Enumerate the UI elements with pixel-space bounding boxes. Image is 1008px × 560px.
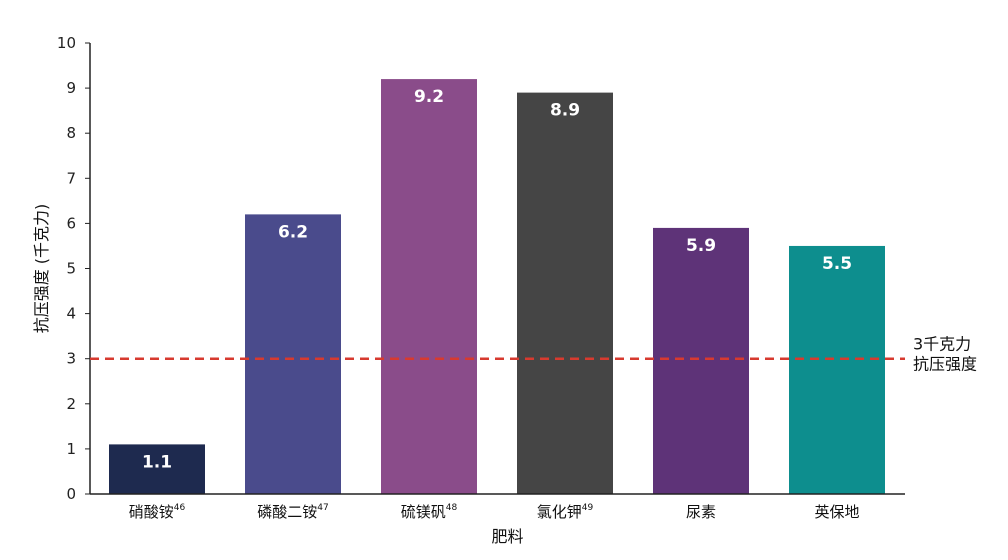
y-tick-label: 7 — [66, 169, 76, 187]
x-axis-category-labels: 硝酸铵46 磷酸二铵47 硫镁矾48 氯化钾49 尿素 英保地 — [129, 503, 860, 521]
x-category-label: 磷酸二铵47 — [257, 503, 328, 521]
x-category-label: 英保地 — [814, 503, 859, 521]
bar-value-label: 5.5 — [822, 254, 852, 274]
reference-line-label-line-1: 3千克力 — [913, 335, 971, 354]
y-tick-label: 6 — [66, 214, 76, 232]
bar-value-label: 5.9 — [686, 236, 716, 256]
y-tick-label: 10 — [57, 34, 76, 52]
bar-value-label: 6.2 — [278, 222, 308, 242]
x-category-superscript: 46 — [174, 503, 186, 513]
bar-value-label: 1.1 — [142, 452, 172, 472]
x-category-label: 尿素 — [686, 503, 716, 521]
bars: 1.1 6.2 9.2 8.9 5.9 5.5 — [109, 79, 885, 495]
y-tick-label: 5 — [66, 260, 76, 278]
x-category-superscript: 49 — [582, 503, 594, 513]
y-tick-label: 9 — [66, 79, 76, 97]
bar — [653, 227, 749, 494]
y-axis-ticks: 0 1 2 3 4 5 6 7 8 9 10 — [57, 34, 90, 503]
bar-value-label: 8.9 — [550, 101, 580, 121]
reference-line-label-line-2: 抗压强度 — [913, 355, 977, 374]
y-tick-label: 4 — [66, 305, 76, 323]
y-axis-title: 抗压强度 (千克力) — [32, 204, 51, 334]
x-category-label: 氯化钾49 — [537, 503, 594, 521]
bar — [109, 444, 205, 494]
x-category-label: 硝酸铵46 — [129, 503, 186, 521]
y-tick-label: 0 — [66, 485, 76, 503]
bar — [789, 245, 885, 494]
x-category-superscript: 47 — [317, 503, 328, 513]
y-tick-label: 8 — [66, 124, 76, 142]
x-axis-title: 肥料 — [491, 527, 523, 546]
x-category-superscript: 48 — [446, 503, 458, 513]
x-category-label: 硫镁矾48 — [401, 503, 458, 521]
y-tick-label: 3 — [66, 350, 76, 368]
bar — [381, 79, 477, 494]
bar-value-label: 9.2 — [414, 87, 444, 107]
bar — [245, 214, 341, 494]
y-tick-label: 2 — [66, 395, 76, 413]
bar — [517, 92, 613, 495]
y-tick-label: 1 — [66, 440, 76, 458]
